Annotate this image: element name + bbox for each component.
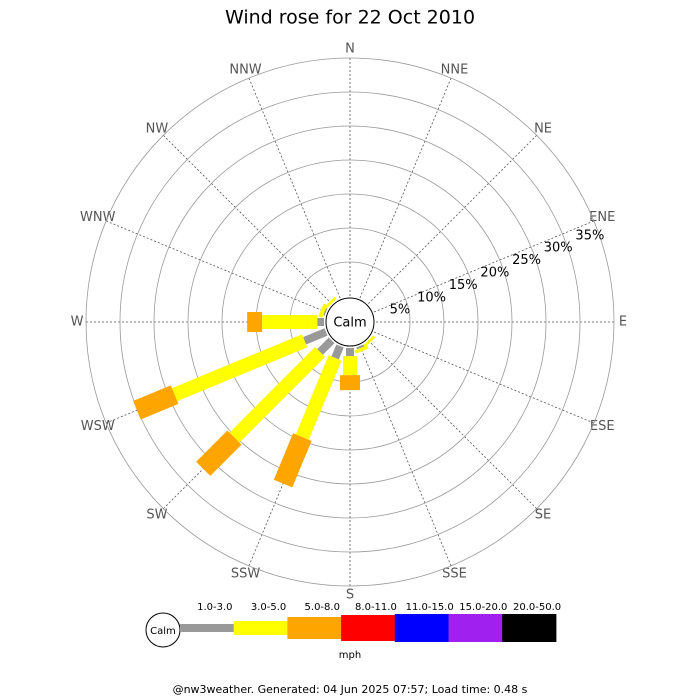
bar-segment <box>196 430 242 476</box>
legend-calm-label: Calm <box>150 626 176 637</box>
legend-swatch <box>233 621 288 635</box>
legend-label: 3.0-5.0 <box>251 602 286 613</box>
direction-label: NNW <box>229 62 261 77</box>
spoke <box>248 77 341 299</box>
bar-segment <box>262 315 318 329</box>
bar-segment <box>356 344 365 350</box>
bar-segment <box>331 344 344 360</box>
legend-unit: mph <box>339 650 361 661</box>
bar-segment <box>354 345 369 354</box>
grid-ring <box>187 159 513 485</box>
bar-segment <box>303 328 328 345</box>
spoke <box>359 77 452 299</box>
legend-swatch <box>448 614 503 642</box>
spoke <box>163 135 332 304</box>
r-tick-label: 20% <box>480 266 509 281</box>
legend-label: 1.0-3.0 <box>197 602 232 613</box>
bar-segment <box>295 355 342 440</box>
legend-label: 11.0-15.0 <box>406 602 454 613</box>
direction-label: SSW <box>231 567 261 582</box>
bar-segment <box>324 296 337 309</box>
bar-segment <box>247 312 263 332</box>
r-tick-label: 30% <box>544 241 573 256</box>
direction-label: SE <box>535 508 551 523</box>
bar-segment <box>343 356 357 376</box>
bar-segment <box>171 334 308 402</box>
direction-label: ENE <box>589 210 615 225</box>
grid-ring <box>85 57 615 587</box>
legend-swatch <box>180 624 235 632</box>
calm-label: Calm <box>333 316 366 331</box>
spoke <box>368 340 537 509</box>
legend-label: 20.0-50.0 <box>513 602 561 613</box>
spoke <box>359 345 452 567</box>
bar-segment <box>317 318 325 326</box>
bar-segment <box>133 385 179 420</box>
chart-title: Wind rose for 22 Oct 2010 <box>225 7 475 29</box>
r-tick-label: 5% <box>390 303 411 318</box>
direction-label: NE <box>534 121 552 136</box>
direction-label: SW <box>146 508 167 523</box>
footer: @nw3weather. Generated: 04 Jun 2025 07:5… <box>173 683 528 696</box>
spoke <box>105 220 327 313</box>
grid-ring <box>221 193 479 451</box>
grid-ring <box>153 125 547 519</box>
legend-label: 15.0-20.0 <box>459 602 507 613</box>
legend-swatch <box>394 614 449 642</box>
bar-segment <box>229 346 326 443</box>
legend-label: 5.0-8.0 <box>305 602 340 613</box>
r-tick-label: 25% <box>512 253 541 268</box>
legend-swatch <box>502 614 557 642</box>
direction-label: S <box>346 588 354 603</box>
direction-label: NW <box>146 121 169 136</box>
legend-swatch <box>341 615 396 641</box>
bar-segment <box>346 348 354 357</box>
bar-segment <box>273 433 312 488</box>
bar-segment <box>363 335 376 348</box>
direction-label: WNW <box>80 210 116 225</box>
bar-segment <box>340 375 360 391</box>
r-tick-label: 10% <box>417 290 446 305</box>
direction-label: NNE <box>441 62 469 77</box>
r-tick-label: 15% <box>449 278 478 293</box>
direction-label: N <box>345 42 355 57</box>
grid-ring <box>119 91 581 553</box>
direction-label: E <box>619 315 627 330</box>
legend-label: 8.0-11.0 <box>355 602 397 613</box>
bar-segment <box>323 307 328 316</box>
direction-label: ESE <box>590 419 615 434</box>
direction-label: SSE <box>442 567 467 582</box>
bar-segment <box>317 337 335 355</box>
legend-swatch <box>287 617 342 639</box>
bar-segment <box>318 303 328 318</box>
calm-circle <box>325 297 375 347</box>
direction-label: W <box>71 315 84 330</box>
r-tick-label: 35% <box>575 228 604 243</box>
spoke <box>373 331 595 424</box>
